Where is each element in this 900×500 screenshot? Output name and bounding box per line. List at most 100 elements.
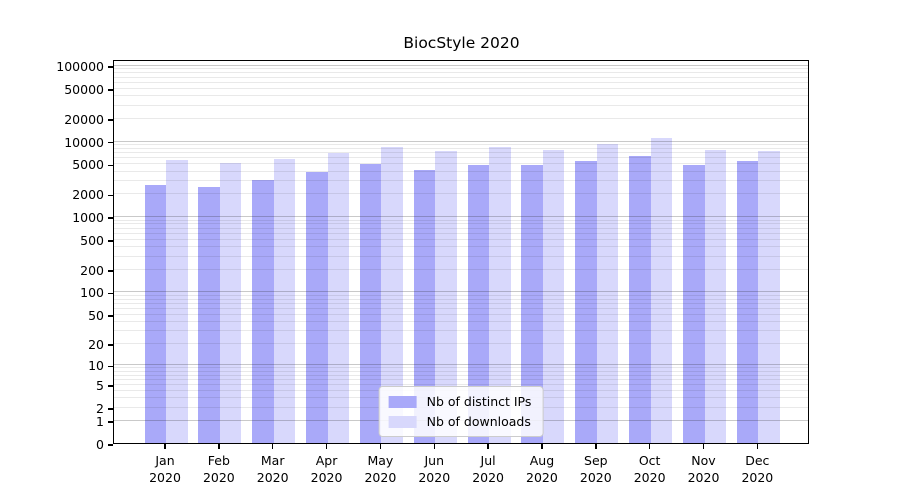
legend-swatch-distinct-ips <box>388 395 417 408</box>
gridline-minor <box>114 180 808 182</box>
x-tick-label: Dec 2020 <box>727 452 787 486</box>
y-tick-mark <box>108 194 113 197</box>
x-tick-mark <box>487 443 489 449</box>
y-tick-label: 20 <box>88 337 104 353</box>
bar-distinct-ips-jan <box>144 184 166 443</box>
x-tick-label: Feb 2020 <box>189 452 249 486</box>
gridline-minor <box>114 76 808 78</box>
gridline-minor <box>114 330 808 332</box>
gridline-minor <box>114 193 808 195</box>
gridline-minor <box>114 255 808 257</box>
gridline-minor <box>114 379 808 381</box>
x-tick-month: Nov <box>691 453 716 468</box>
bar-distinct-ips-may <box>359 164 382 443</box>
bar-downloads-may <box>381 146 403 443</box>
gridline-minor <box>114 223 808 225</box>
gridline-minor <box>114 219 808 221</box>
x-tick-year: 2020 <box>687 470 720 485</box>
y-tick-label: 10 <box>88 358 104 374</box>
x-tick-month: Apr <box>315 453 338 468</box>
bar-distinct-ips-mar <box>252 180 274 443</box>
gridline-minor <box>114 343 808 345</box>
x-tick-mark <box>218 443 220 449</box>
x-tick-mark <box>271 443 274 449</box>
gridline-minor <box>114 303 808 305</box>
y-tick-label: 2000 <box>72 187 104 203</box>
gridline-minor <box>114 81 808 83</box>
x-tick-mark <box>541 443 543 449</box>
y-tick-label: 1000 <box>72 210 104 226</box>
x-tick-mark <box>756 443 759 449</box>
x-tick-month: Jun <box>424 453 445 468</box>
x-tick-month: Aug <box>529 453 555 468</box>
gridline-minor <box>114 238 808 240</box>
gridline-minor <box>114 268 808 270</box>
y-tick-label: 100000 <box>56 58 104 74</box>
gridline-minor <box>114 170 808 172</box>
y-tick-mark <box>108 365 113 368</box>
bar-downloads-jul <box>489 146 511 443</box>
x-tick-year: 2020 <box>202 470 235 485</box>
bar-distinct-ips-oct <box>629 155 651 443</box>
gridline-minor <box>114 144 808 146</box>
legend-label: Nb of distinct IPs <box>426 394 532 409</box>
bar-downloads-sep <box>596 143 619 443</box>
gridline-minor <box>114 117 808 119</box>
y-tick-label: 20000 <box>64 111 104 127</box>
bar-distinct-ips-feb <box>198 186 220 443</box>
x-tick-mark <box>433 443 435 449</box>
x-tick-year: 2020 <box>526 470 558 485</box>
gridline-minor <box>114 95 808 97</box>
x-tick-year: 2020 <box>741 470 774 485</box>
y-tick-label: 100 <box>80 285 104 301</box>
y-tick-label: 500 <box>80 232 104 248</box>
x-tick-label: Jul 2020 <box>458 452 518 486</box>
bar-distinct-ips-sep <box>575 161 597 443</box>
x-tick-year: 2020 <box>310 470 343 485</box>
x-tick-mark <box>379 443 382 449</box>
bar-downloads-jun <box>435 150 457 443</box>
bar-downloads-oct <box>650 137 673 443</box>
gridline-minor <box>114 104 808 106</box>
gridline-minor <box>114 370 808 372</box>
x-tick-label: Apr 2020 <box>297 452 357 486</box>
x-tick-mark <box>595 443 597 449</box>
y-tick-mark <box>108 89 113 91</box>
x-tick-mark <box>648 443 651 449</box>
bar-downloads-feb <box>219 163 242 443</box>
y-tick-label: 5 <box>96 378 104 394</box>
x-tick-label: Jan 2020 <box>135 452 195 486</box>
y-tick-label: 50000 <box>64 81 104 97</box>
bar-distinct-ips-apr <box>306 172 328 443</box>
bar-downloads-aug <box>542 149 565 443</box>
legend-row: Nb of distinct IPs <box>388 394 532 409</box>
gridline-minor <box>114 246 808 248</box>
x-tick-label: Aug 2020 <box>512 452 572 486</box>
gridline-minor <box>114 367 808 369</box>
gridline-minor <box>114 232 808 234</box>
y-tick-mark <box>108 344 113 346</box>
chart-title: BiocStyle 2020 <box>403 34 520 52</box>
gridline-minor <box>114 308 808 310</box>
y-tick-mark <box>108 164 113 167</box>
y-tick-label: 0 <box>96 437 104 452</box>
x-tick-mark <box>702 443 705 449</box>
bar-distinct-ips-nov <box>683 165 705 443</box>
x-tick-month: Oct <box>638 453 661 468</box>
bar-downloads-jan <box>166 159 188 443</box>
x-tick-month: Sep <box>584 453 608 468</box>
x-tick-month: Feb <box>207 453 230 468</box>
x-tick-year: 2020 <box>418 470 451 485</box>
y-tick-mark <box>108 119 113 121</box>
gridline-minor <box>114 68 808 70</box>
y-tick-mark <box>108 217 113 219</box>
y-tick-label: 2 <box>96 400 104 416</box>
x-tick-label: Mar 2020 <box>243 452 303 486</box>
gridline-minor <box>114 298 808 300</box>
gridline-major <box>114 216 808 218</box>
x-tick-mark <box>325 443 328 449</box>
bar-distinct-ips-jun <box>413 169 436 443</box>
y-tick-mark <box>108 270 113 272</box>
gridline-minor <box>114 152 808 154</box>
